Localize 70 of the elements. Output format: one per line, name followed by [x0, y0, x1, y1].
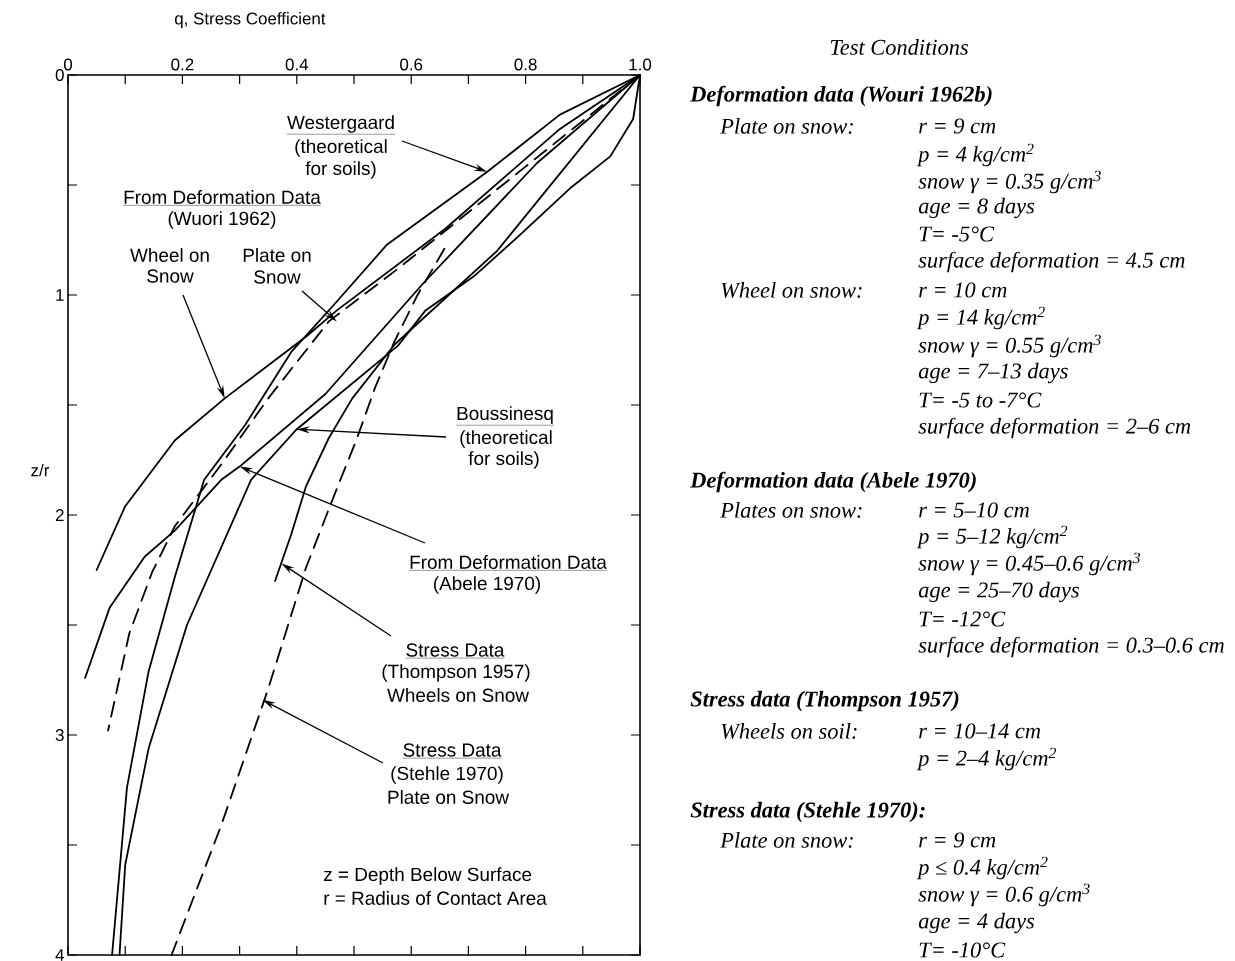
- annotation: Plate on: [243, 248, 311, 262]
- x-tick-label: 1.0: [629, 58, 652, 71]
- text: r = 9 cm: [919, 118, 996, 134]
- text: Deformation data (Wouri 1962b): [690, 85, 992, 107]
- annotation: for soils): [305, 161, 376, 179]
- text: T= -10°C: [919, 942, 1006, 958]
- text: age = 7–13 days: [918, 362, 1068, 384]
- x-tick-label: 0.4: [285, 58, 309, 71]
- text: Wheels on soil:: [721, 723, 857, 739]
- annotation: r = Radius of Contact Area: [324, 891, 547, 905]
- text: T= -5°C: [919, 226, 995, 242]
- y-tick-label: 0: [55, 69, 64, 81]
- text: r = 5–10 cm: [919, 502, 1029, 518]
- annotation: for soils): [468, 451, 539, 469]
- annotation: Snow: [147, 269, 194, 283]
- y-tick-label: 4: [55, 949, 64, 961]
- annotation: Wheel on: [130, 248, 209, 262]
- y-tick-label: 2: [55, 509, 64, 521]
- text: snow γ = 0.55 g/cm$^{3}$: [918, 334, 1101, 358]
- text: Stress data (Thompson 1957): [690, 690, 959, 712]
- text: age = 25–70 days: [918, 581, 1079, 603]
- annotation: From Deformation Data: [124, 190, 321, 204]
- x-tick-label: 0: [63, 58, 73, 71]
- y-tick-label: 1: [56, 289, 64, 301]
- text: Stress data (Stehle 1970):: [690, 801, 925, 823]
- annotation: Snow: [254, 270, 301, 284]
- x-axis-title: q, Stress Coefficient: [175, 12, 326, 28]
- text: p = 2–4 kg/cm$^{2}$: [916, 747, 1057, 771]
- annotation: (theoretical: [295, 139, 387, 157]
- text: surface deformation = 4.5 cm: [918, 251, 1185, 273]
- annotation: Plate on Snow: [388, 790, 510, 804]
- y-axis-title: z/r: [31, 463, 50, 477]
- text: Test Conditions: [830, 39, 968, 55]
- annotation: Boussinesq: [457, 406, 553, 424]
- text: r = 10 cm: [919, 282, 1007, 298]
- text: surface deformation = 0.3–0.6 cm: [918, 636, 1224, 658]
- annotation: Wheels on Snow: [387, 688, 530, 702]
- text: p ≤ 0.4 kg/cm$^{2}$: [916, 856, 1048, 880]
- annotation: Stress Data: [406, 643, 505, 657]
- annotation: (Abele 1970): [433, 576, 540, 594]
- text: snow γ = 0.45–0.6 g/cm$^{3}$: [918, 552, 1140, 576]
- text: Plates on snow:: [720, 502, 862, 518]
- text: Plate on snow:: [720, 832, 853, 848]
- y-tick-label: 3: [55, 729, 64, 741]
- text: T= -12°C: [919, 611, 1006, 627]
- annotation: (theoretical: [460, 430, 552, 448]
- text: Plate on snow:: [720, 118, 853, 134]
- text: age = 4 days: [918, 912, 1035, 934]
- annotation: Westergaard: [287, 115, 394, 133]
- annotation: z = Depth Below Surface: [323, 867, 532, 885]
- annotation: (Wuori 1962): [168, 211, 276, 229]
- x-tick-label: 0.8: [514, 58, 537, 71]
- text: T= -5 to -7°C: [919, 392, 1042, 408]
- annotation: Stress Data: [403, 743, 502, 757]
- annotation: From Deformation Data: [410, 555, 607, 569]
- text: p = 5–12 kg/cm$^{2}$: [916, 525, 1068, 549]
- text: p = 14 kg/cm$^{2}$: [916, 306, 1045, 330]
- text: age = 8 days: [918, 197, 1035, 219]
- text: r = 9 cm: [919, 832, 996, 848]
- annotation: (Thompson 1957): [382, 664, 530, 682]
- text: Wheel on snow:: [721, 282, 862, 298]
- text: surface deformation = 2–6 cm: [918, 417, 1191, 439]
- text: r = 10–14 cm: [919, 723, 1041, 739]
- text: snow γ = 0.6 g/cm$^{3}$: [918, 883, 1090, 907]
- x-tick-label: 0.6: [400, 58, 423, 71]
- text: p = 4 kg/cm$^{2}$: [916, 143, 1034, 167]
- text: Deformation data (Abele 1970): [690, 471, 976, 493]
- text: snow γ = 0.35 g/cm$^{3}$: [918, 170, 1101, 194]
- annotation: (Stehle 1970): [391, 766, 503, 784]
- x-tick-label: 0.2: [171, 58, 194, 71]
